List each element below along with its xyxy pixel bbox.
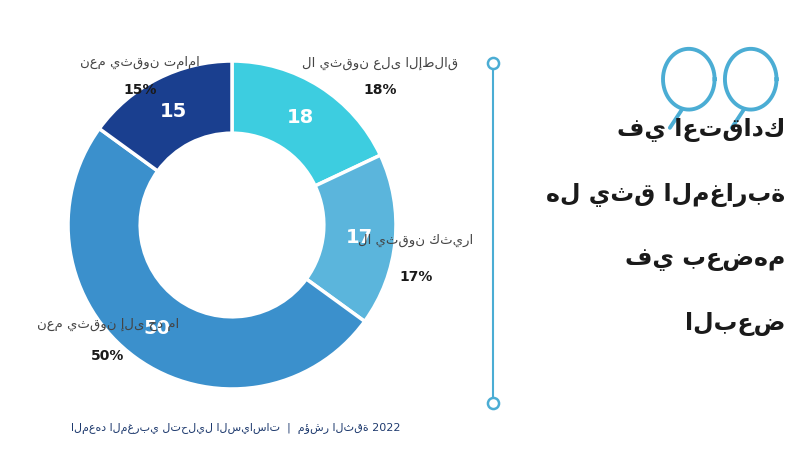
Text: لا يثقون على الإطلاق: لا يثقون على الإطلاق <box>302 56 458 70</box>
Circle shape <box>140 133 324 317</box>
Text: نعم يثقون إلى حد ما: نعم يثقون إلى حد ما <box>37 317 179 331</box>
Text: 15: 15 <box>160 102 187 121</box>
Text: هل يثق المغاربة: هل يثق المغاربة <box>546 183 785 207</box>
Text: لا يثقون كثيرا: لا يثقون كثيرا <box>358 234 474 247</box>
Text: 15%: 15% <box>123 83 157 97</box>
Text: البعض: البعض <box>685 312 785 336</box>
Text: المعهد المغربي لتحليل السياسات  |  مؤشر الثقة 2022: المعهد المغربي لتحليل السياسات | مؤشر ال… <box>71 423 401 434</box>
Text: في اعتقادك: في اعتقادك <box>617 118 785 142</box>
Text: 18%: 18% <box>363 83 397 97</box>
Text: 17: 17 <box>346 228 373 247</box>
Text: نعم يثقون تماما: نعم يثقون تماما <box>80 56 200 69</box>
Wedge shape <box>99 61 232 171</box>
Wedge shape <box>232 61 380 186</box>
Wedge shape <box>68 129 365 389</box>
Wedge shape <box>306 155 396 321</box>
Text: 18: 18 <box>287 108 314 126</box>
Text: في بعضهم: في بعضهم <box>625 248 785 271</box>
Text: 17%: 17% <box>399 270 433 284</box>
Text: 50: 50 <box>143 319 170 338</box>
Text: 50%: 50% <box>91 349 125 363</box>
